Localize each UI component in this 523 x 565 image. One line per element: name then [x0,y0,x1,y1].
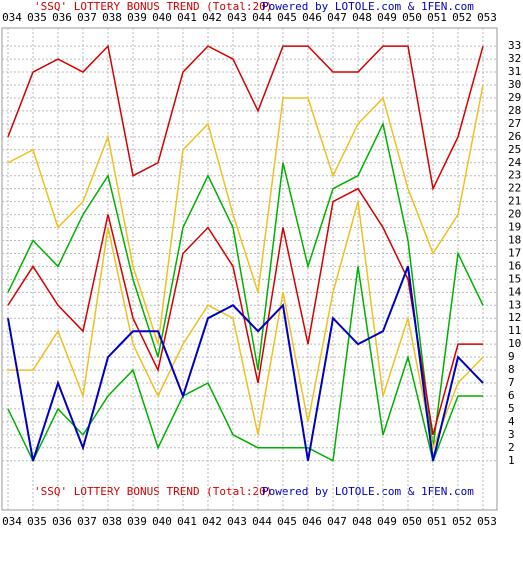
series-line [7,266,484,462]
y-tick-label: 8 [508,363,515,376]
x-tick-label: 047 [327,11,347,24]
x-tick-label: 041 [177,11,197,24]
y-tick-label: 20 [508,208,521,221]
x-tick-label: 037 [77,515,97,528]
series-line [7,121,484,448]
y-tick-label: 23 [508,169,521,182]
y-tick-label: 9 [508,350,515,363]
x-tick-label: 039 [127,11,147,24]
x-tick-label: 041 [177,515,197,528]
x-tick-label: 036 [52,515,72,528]
x-tick-label: 053 [477,515,497,528]
x-tick-label: 039 [127,515,147,528]
x-tick-label: 043 [227,515,247,528]
y-tick-label: 14 [508,285,522,298]
x-tick-label: 046 [302,11,322,24]
y-tick-label: 11 [508,324,521,337]
y-tick-label: 31 [508,65,521,78]
y-tick-label: 15 [508,272,521,285]
y-tick-label: 18 [508,233,521,246]
x-tick-label: 048 [352,515,372,528]
x-tick-label: 052 [452,11,472,24]
x-tick-label: 050 [402,11,422,24]
chart-title: 'SSQ' LOTTERY BONUS TREND (Total:20) [34,485,272,498]
y-tick-label: 4 [508,415,515,428]
x-tick-label: 048 [352,11,372,24]
x-tick-label: 053 [477,11,497,24]
y-tick-label: 19 [508,221,521,234]
y-tick-label: 30 [508,78,521,91]
y-tick-label: 32 [508,52,521,65]
x-tick-label: 036 [52,11,72,24]
x-tick-label: 037 [77,11,97,24]
y-tick-label: 33 [508,39,521,52]
y-tick-label: 2 [508,441,515,454]
x-tick-label: 044 [252,11,272,24]
series-line [7,266,483,464]
x-tick-label: 035 [27,11,47,24]
y-tick-label: 22 [508,182,521,195]
y-tick-label: 16 [508,259,521,272]
chart-subtitle: Powered by LOTOLE.com & 1FEN.com [262,0,474,13]
y-tick-label: 6 [508,389,515,402]
y-tick-label: 10 [508,337,521,350]
x-tick-label: 045 [277,515,297,528]
x-tick-label: 052 [452,515,472,528]
series-line [7,44,484,192]
y-tick-label: 21 [508,195,521,208]
y-tick-label: 25 [508,143,521,156]
y-tick-label: 29 [508,91,521,104]
x-tick-label: 047 [327,515,347,528]
x-tick-label: 040 [152,515,172,528]
x-tick-label: 034 [2,11,22,24]
x-tick-label: 046 [302,515,322,528]
x-tick-label: 050 [402,515,422,528]
y-tick-label: 17 [508,246,521,259]
plot-frame [1,27,498,511]
y-tick-label: 12 [508,311,521,324]
x-tick-label: 049 [377,515,397,528]
x-tick-label: 044 [252,515,272,528]
x-tick-label: 049 [377,11,397,24]
x-tick-label: 042 [202,11,222,24]
x-tick-label: 043 [227,11,247,24]
x-tick-label: 051 [427,515,447,528]
y-tick-label: 13 [508,298,521,311]
x-tick-label: 045 [277,11,297,24]
y-tick-label: 24 [508,156,522,169]
y-tick-label: 7 [508,376,515,389]
x-tick-label: 035 [27,515,47,528]
y-tick-label: 27 [508,117,521,130]
y-tick-label: 26 [508,130,521,143]
y-tick-label: 1 [508,454,515,467]
x-tick-label: 034 [2,515,22,528]
series-line [7,187,483,436]
y-tick-label: 28 [508,104,521,117]
series-line [7,84,484,345]
y-tick-label: 5 [508,402,515,415]
x-tick-label: 042 [202,515,222,528]
chart-subtitle: Powered by LOTOLE.com & 1FEN.com [262,485,474,498]
series-line [8,201,484,451]
y-tick-label: 3 [508,428,515,441]
chart-title: 'SSQ' LOTTERY BONUS TREND (Total:20) [34,0,272,13]
x-tick-label: 038 [102,515,122,528]
x-tick-label: 040 [152,11,172,24]
x-tick-label: 051 [427,11,447,24]
x-tick-label: 038 [102,11,122,24]
